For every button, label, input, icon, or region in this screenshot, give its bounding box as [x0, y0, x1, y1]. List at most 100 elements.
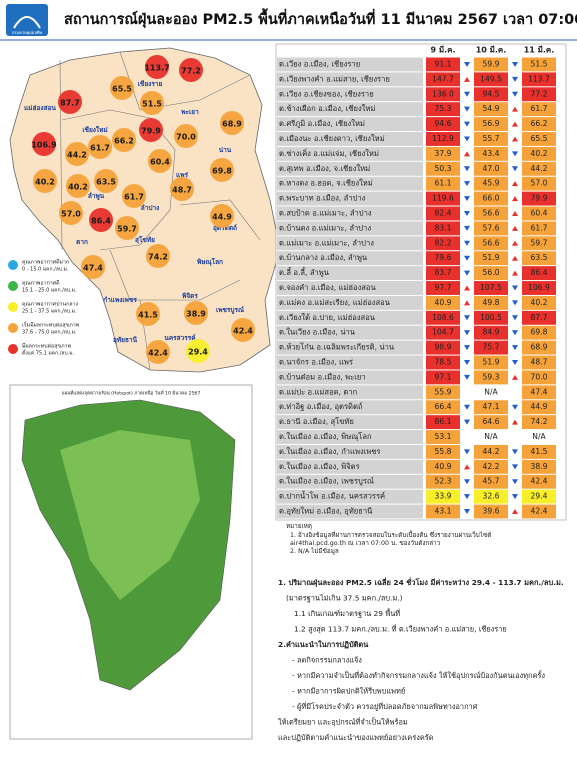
legend-range: ตั้งแต่ 75.1 มคก./ลบ.ม. [22, 348, 75, 357]
value-cell [474, 281, 508, 295]
legend-label: เริ่มมีผลกระทบต่อสุขภาพ [22, 321, 80, 329]
value-text: 83.1 [435, 223, 452, 232]
map-bubble [220, 111, 244, 135]
value-text: 40.2 [531, 298, 548, 307]
bubble-label: 74.2 [148, 253, 168, 262]
value-text: 51.9 [483, 358, 500, 367]
value-cell [522, 325, 556, 340]
trend-arrow [512, 404, 518, 410]
value-text: 79.9 [531, 194, 548, 203]
province-label: เพชรบูรณ์ [216, 306, 244, 315]
value-text: 69.8 [531, 328, 548, 337]
trend-arrow [464, 494, 470, 500]
value-cell [474, 176, 508, 191]
trend-arrow [512, 136, 518, 142]
trend-arrow [512, 210, 518, 216]
value-cell [426, 221, 460, 236]
station-cell [277, 132, 423, 146]
map-bubble [139, 118, 163, 142]
trend-arrow [464, 121, 470, 127]
value-cell [522, 459, 556, 474]
trend-arrow [464, 449, 470, 455]
map-bubble [94, 169, 118, 193]
value-text: 77.2 [531, 89, 548, 98]
value-text: 75.7 [483, 343, 500, 352]
map-bubble [210, 204, 234, 228]
station-name: ต.ลี้ อ.ลี้, ลำพูน [279, 267, 329, 277]
value-cell [522, 191, 556, 206]
value-cell [426, 102, 460, 117]
notes-title: หมายเหตุ [286, 523, 312, 530]
value-text: 86.4 [531, 268, 548, 277]
value-cell [426, 340, 460, 355]
bubble-label: 69.8 [212, 167, 232, 176]
station-cell [277, 310, 423, 325]
value-text: 59.7 [531, 238, 548, 247]
map-bubble [66, 174, 90, 198]
station-name: ต.หางดง อ.ฮอด, จ.เชียงใหม่ [279, 179, 373, 188]
map-bubble [146, 244, 170, 268]
value-cell [522, 385, 556, 400]
value-cell [522, 370, 556, 385]
bubble-label: 40.2 [68, 183, 88, 192]
station-cell [277, 191, 423, 206]
map-bubble [231, 318, 255, 342]
map-bubble [145, 55, 169, 79]
value-cell [522, 355, 556, 370]
bubble-label: 61.7 [90, 144, 110, 153]
value-text: 68.9 [531, 343, 548, 352]
value-text: 43.4 [483, 149, 500, 158]
value-text: 56.6 [483, 238, 500, 247]
map-bubble [136, 302, 160, 326]
station-cell [277, 489, 423, 504]
value-text: 43.1 [435, 507, 452, 516]
bubble-label: 42.4 [233, 327, 253, 336]
trend-arrow [464, 419, 470, 425]
value-text: 42.4 [531, 477, 548, 486]
value-text: 119.6 [432, 194, 454, 203]
value-text: 104.7 [432, 328, 454, 337]
legend-label: คุณภาพอากาศปานกลาง [22, 302, 78, 308]
value-text: 82.4 [435, 208, 452, 217]
map-bubble [174, 124, 198, 148]
value-text: 86.1 [435, 417, 452, 426]
station-name: ต.สุเทพ อ.เมือง, จ.เชียงใหม่ [279, 164, 370, 173]
value-text: 136.0 [432, 89, 454, 98]
value-text: 57.0 [531, 179, 548, 188]
value-cell [522, 444, 556, 459]
value-cell [474, 385, 508, 400]
station-cell [277, 400, 423, 415]
trend-arrow [512, 464, 518, 470]
bubble-label: 38.9 [186, 310, 206, 319]
station-cell [277, 251, 423, 266]
value-cell [522, 132, 556, 146]
station-cell [277, 340, 423, 355]
map-bubble [140, 91, 164, 115]
value-text: 37.9 [435, 149, 452, 158]
value-text: N/A [532, 432, 546, 441]
value-cell [474, 400, 508, 415]
value-cell [522, 340, 556, 355]
province-label: พะเยา [181, 108, 199, 116]
value-text: 108.6 [432, 313, 454, 322]
logo [6, 4, 48, 36]
value-cell [426, 132, 460, 146]
station-cell [277, 474, 423, 489]
legend-swatch [8, 323, 18, 333]
province-label: พิจิตร [182, 292, 198, 300]
value-text: 47.4 [531, 387, 548, 396]
trend-arrow [512, 315, 518, 321]
bubble-label: 68.9 [222, 120, 242, 129]
value-cell [426, 57, 460, 72]
value-cell [426, 504, 460, 519]
value-cell [426, 430, 460, 444]
value-cell [474, 295, 508, 310]
value-text: 66.4 [435, 402, 452, 411]
trend-arrow [464, 330, 470, 336]
value-cell [522, 310, 556, 325]
value-cell [474, 430, 508, 444]
value-text: 55.7 [483, 134, 500, 143]
station-name: ต.เมืองนะ อ.เชียงดาว, เชียงใหม่ [279, 134, 385, 143]
trend-arrow [512, 345, 518, 351]
